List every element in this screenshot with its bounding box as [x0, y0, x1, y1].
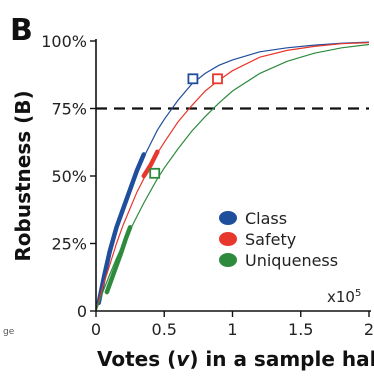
- x-axis-title-part-2: ) in a sample half: [189, 347, 374, 371]
- y-tick-label: 75%: [51, 100, 87, 119]
- x-tick-label: 0.5: [152, 320, 177, 339]
- threshold-marker-uniqueness: [149, 167, 161, 179]
- panel-label: B: [10, 13, 33, 48]
- y-axis-title: Robustness (B): [11, 90, 35, 261]
- threshold-marker-safety: [212, 73, 223, 85]
- x-scale-exponent: 5: [355, 288, 361, 299]
- observed-data-safety: [141, 149, 160, 179]
- x-axis-title-variable: v: [176, 347, 190, 371]
- legend: Class Safety Uniqueness: [219, 209, 338, 270]
- threshold-marker-class: [187, 73, 199, 85]
- legend-label-uniqueness: Uniqueness: [245, 251, 338, 270]
- legend-swatch-class: [219, 211, 237, 225]
- stray-text-fragment: ge: [3, 327, 15, 337]
- observed-data-class: [96, 152, 147, 306]
- x-scale-base: x10: [327, 288, 355, 306]
- x-tick-label: 1.5: [288, 320, 313, 339]
- x-axis-title: Votes (v) in a sample half: [97, 347, 374, 371]
- legend-swatch-uniqueness: [219, 253, 237, 267]
- axes-layer: [95, 39, 371, 312]
- y-tick-label: 100%: [41, 32, 87, 51]
- x-scale-label: x105: [327, 288, 361, 306]
- x-tick-label: 2: [364, 320, 374, 339]
- observed-data-uniqueness: [104, 225, 133, 295]
- x-axis-title-part-1: Votes (: [97, 347, 176, 371]
- fitted-curve-uniqueness: [95, 43, 370, 312]
- y-tick-label: 25%: [51, 235, 87, 254]
- y-tick-label: 0: [77, 302, 87, 321]
- fitted-curve-safety: [95, 42, 370, 312]
- legend-label-class: Class: [245, 209, 287, 228]
- y-tick-label: 50%: [51, 167, 87, 186]
- x-tick-label: 1: [227, 320, 237, 339]
- x-tick-label: 0: [91, 320, 101, 339]
- curves-layer: [95, 41, 370, 312]
- ticks-layer: 0 25% 50% 75% 100% 0 0.5 1 1.5 2: [41, 32, 374, 339]
- legend-swatch-safety: [219, 232, 237, 246]
- legend-label-safety: Safety: [245, 230, 296, 249]
